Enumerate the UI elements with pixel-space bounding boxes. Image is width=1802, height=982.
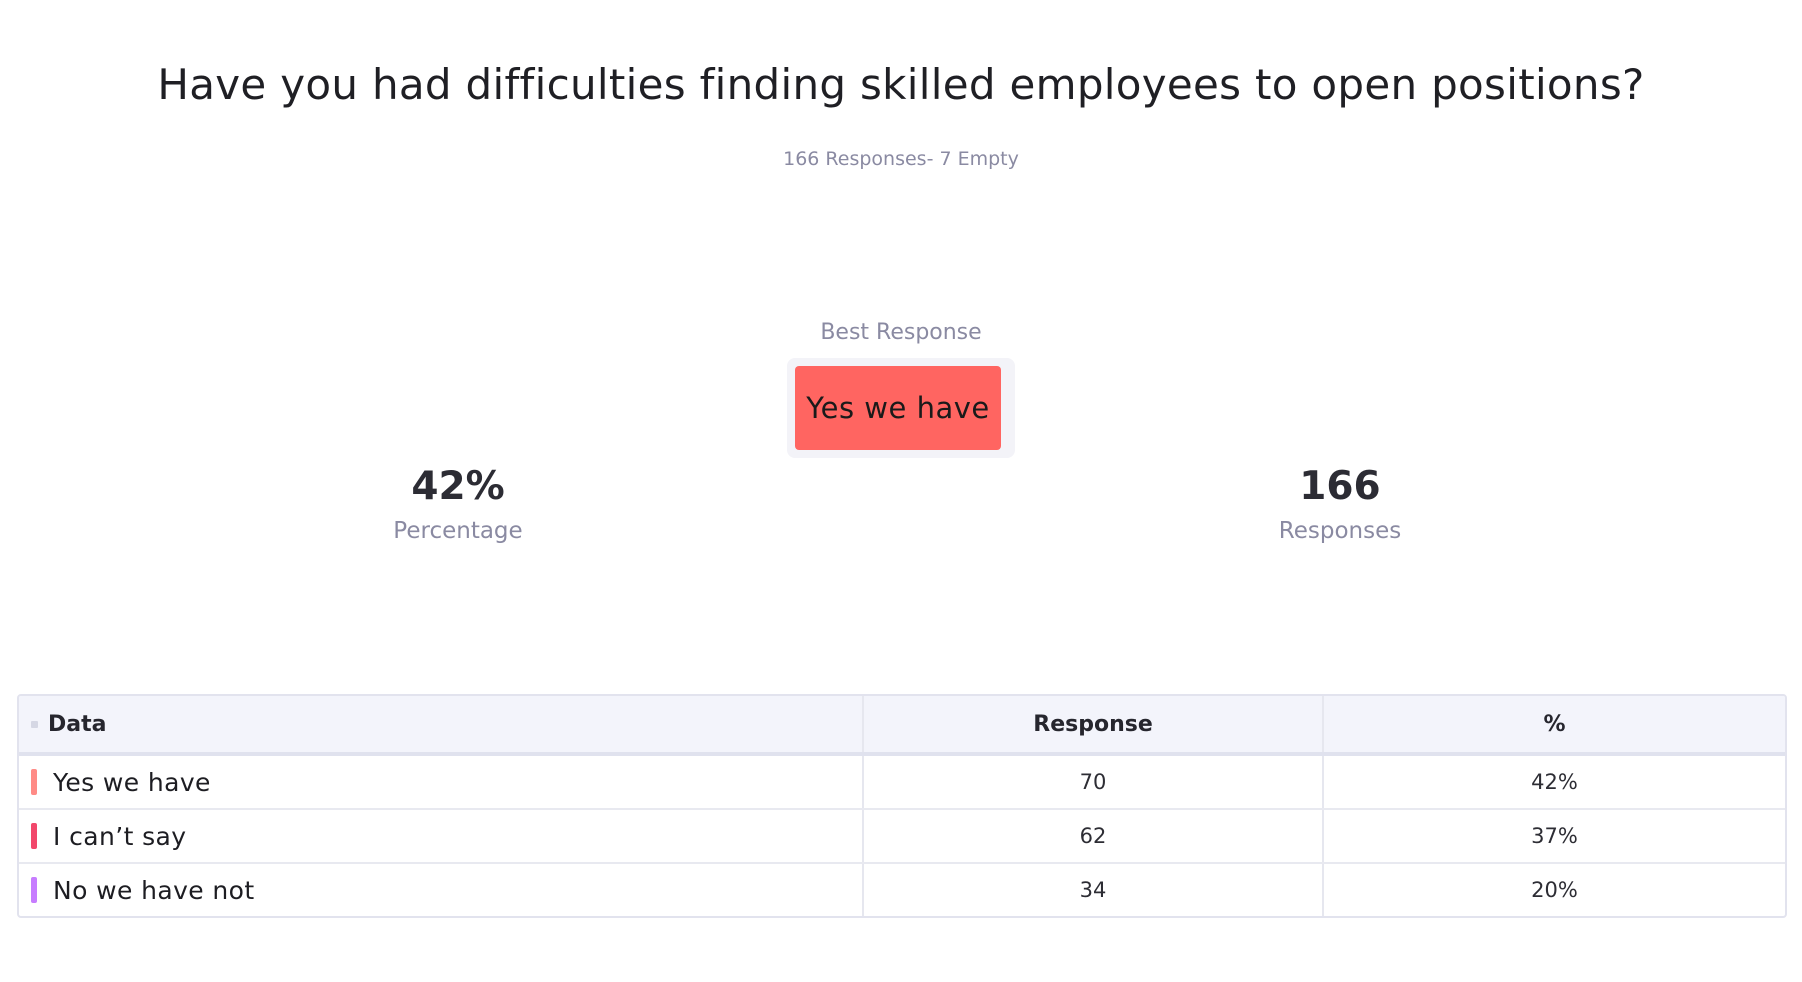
table-header: Data Response %	[19, 696, 1785, 756]
responses-label: Responses	[1278, 518, 1402, 544]
row-percent-value: 20%	[1531, 878, 1578, 902]
percentage-value: 42%	[411, 464, 505, 509]
row-percent: 20%	[1324, 864, 1785, 916]
header-percent[interactable]: %	[1543, 711, 1566, 737]
table-row: Yes we have 70 42%	[19, 756, 1785, 810]
header-response[interactable]: Response	[864, 696, 1324, 752]
table-row: I can’t say 62 37%	[19, 810, 1785, 864]
row-percent: 37%	[1324, 810, 1785, 862]
row-label: Yes we have	[53, 767, 211, 797]
sort-handle-icon	[31, 720, 38, 728]
row-label: I can’t say	[53, 821, 187, 851]
row-label-cell: Yes we have	[19, 756, 864, 808]
row-label: No we have not	[53, 875, 255, 905]
row-label-cell: No we have not	[19, 864, 864, 916]
percentage-label: Percentage	[393, 518, 523, 544]
responses-value: 166	[1299, 464, 1381, 509]
row-response-value: 70	[1079, 770, 1107, 794]
best-response-label: Best Response	[820, 320, 982, 345]
response-count: 166 Responses- 7 Empty	[783, 148, 1019, 170]
row-response: 34	[864, 864, 1324, 916]
row-percent: 42%	[1324, 756, 1785, 808]
row-label-cell: I can’t say	[19, 810, 864, 862]
row-percent-value: 42%	[1531, 770, 1578, 794]
header-data-label: Data	[48, 711, 107, 737]
question-title: Have you had difficulties finding skille…	[157, 60, 1645, 109]
color-swatch-icon	[31, 823, 37, 849]
responses-stat: 166 Responses	[1190, 462, 1490, 544]
color-swatch-icon	[31, 769, 37, 795]
results-table: Data Response % Yes we have 70 42% I can…	[17, 694, 1787, 918]
color-swatch-icon	[31, 877, 37, 903]
table-row: No we have not 34 20%	[19, 864, 1785, 916]
best-response-badge: Yes we have	[795, 366, 1001, 450]
best-response-card: Yes we have	[787, 358, 1015, 458]
row-response: 70	[864, 756, 1324, 808]
row-response-value: 62	[1079, 824, 1107, 848]
header-data[interactable]: Data	[19, 696, 864, 752]
row-response-value: 34	[1079, 878, 1107, 902]
percentage-stat: 42% Percentage	[308, 462, 608, 544]
row-response: 62	[864, 810, 1324, 862]
row-percent-value: 37%	[1531, 824, 1578, 848]
